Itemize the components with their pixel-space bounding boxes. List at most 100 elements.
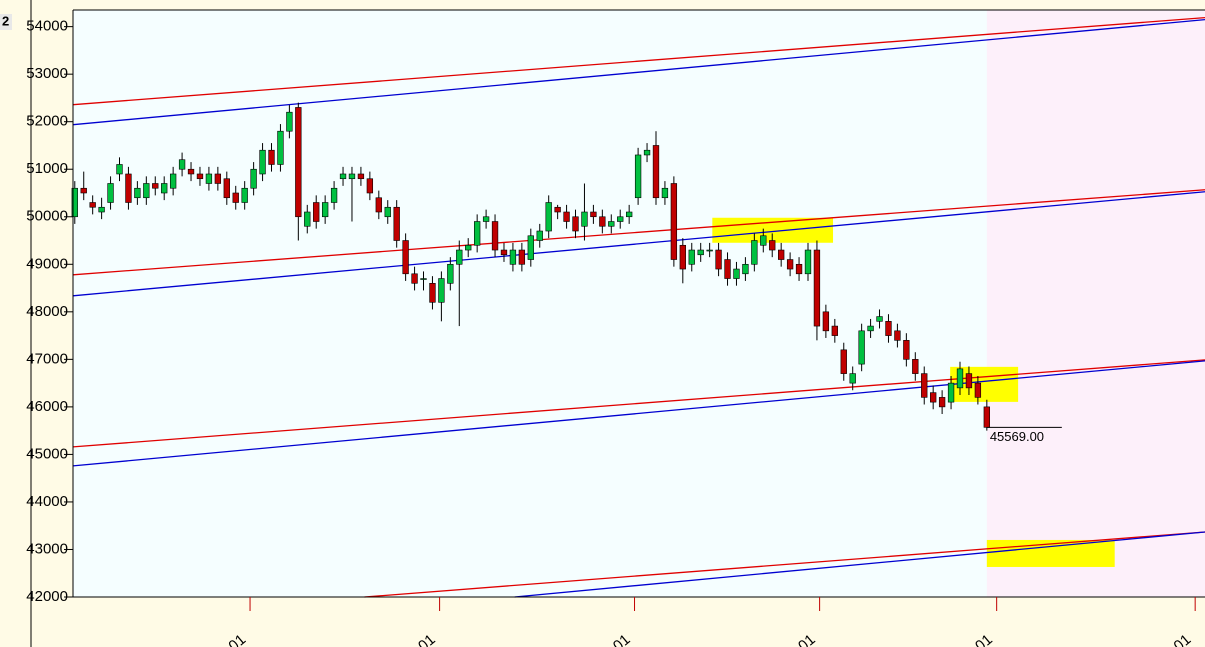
candle-body xyxy=(456,249,463,265)
candle-body xyxy=(393,206,400,241)
channel-line xyxy=(72,189,1205,276)
candle-body xyxy=(187,168,195,175)
candle-body xyxy=(608,221,615,227)
y-tick-label: 54000 xyxy=(26,18,68,35)
candle-body xyxy=(71,187,78,218)
channel-line xyxy=(72,360,1205,467)
y-tick-label: 48000 xyxy=(26,303,68,320)
channel-line xyxy=(364,531,1205,598)
x-tick-label: 01 xyxy=(972,631,996,647)
corner-label: 2 xyxy=(2,13,9,28)
candle-body xyxy=(402,240,409,275)
candle-body xyxy=(143,183,150,199)
candle-body xyxy=(840,349,847,374)
candle-body xyxy=(545,202,552,232)
candle-body xyxy=(912,359,919,374)
x-tick-label: 01 xyxy=(610,631,634,647)
candle-body xyxy=(357,173,365,180)
candle-body xyxy=(348,173,356,180)
candle-body xyxy=(268,149,275,165)
candle-body xyxy=(250,168,257,189)
candle-body xyxy=(786,259,794,270)
channel-line xyxy=(514,531,1205,598)
candle-body xyxy=(652,145,660,199)
candle-body xyxy=(89,202,96,208)
candle-body xyxy=(706,249,713,252)
y-tick-label: 44000 xyxy=(26,493,68,510)
candle-body xyxy=(116,164,123,175)
candle-body xyxy=(536,230,543,241)
candle-body xyxy=(849,373,856,384)
candle-body xyxy=(563,211,570,222)
future-zone xyxy=(986,10,1205,597)
candle-body xyxy=(125,173,132,203)
candle-body xyxy=(590,211,597,218)
y-tick-label: 53000 xyxy=(26,65,68,82)
candle-body xyxy=(733,268,740,279)
candle-body xyxy=(554,206,561,213)
candle-body xyxy=(169,173,177,189)
candle-body xyxy=(384,206,391,218)
candle-body xyxy=(965,373,973,389)
corner-box xyxy=(0,14,12,30)
y-tick-label: 45000 xyxy=(26,445,68,462)
candle-body xyxy=(822,311,830,332)
candle-body xyxy=(956,368,964,389)
candle-body xyxy=(804,249,812,275)
candle-body xyxy=(420,278,427,280)
candle-body xyxy=(581,211,588,227)
y-tick-label: 50000 xyxy=(26,208,68,225)
candle-body xyxy=(339,173,347,180)
candle-body xyxy=(473,221,481,246)
candle-body xyxy=(107,183,114,203)
candle-body xyxy=(518,249,526,265)
candle-body xyxy=(98,206,105,213)
candle-body xyxy=(617,216,624,222)
candle-body xyxy=(751,240,758,265)
candle-body xyxy=(930,392,937,403)
candle-body xyxy=(295,107,302,218)
candle-body xyxy=(465,244,472,251)
candle-body xyxy=(626,211,633,218)
channel-line xyxy=(72,359,1205,448)
candle-body xyxy=(661,187,669,199)
candle-body xyxy=(938,397,946,408)
candle-body xyxy=(527,235,534,260)
plot-layer: 45569.00 xyxy=(71,10,1205,598)
candle-body xyxy=(214,173,222,184)
candle-body xyxy=(313,202,320,222)
candle-body xyxy=(634,154,642,199)
y-tick-label: 46000 xyxy=(26,398,68,415)
candle-body xyxy=(858,330,865,365)
candle-body xyxy=(205,173,213,184)
candle-body xyxy=(80,187,87,194)
candle-body xyxy=(688,249,695,265)
candle-body xyxy=(447,263,454,284)
candle-body xyxy=(778,249,785,260)
channel-line xyxy=(72,191,1205,297)
candle-body xyxy=(947,382,955,403)
candle-body xyxy=(223,178,230,199)
candle-body xyxy=(259,149,266,175)
candle-body xyxy=(760,235,767,246)
candle-body xyxy=(232,192,239,203)
candle-body xyxy=(482,216,490,222)
candle-body xyxy=(286,111,293,132)
candle-body xyxy=(795,263,803,275)
candle-body xyxy=(697,249,704,256)
candle-body xyxy=(152,183,159,189)
last-price-label: 45569.00 xyxy=(990,429,1044,444)
candle-body xyxy=(330,187,338,203)
x-tick-label: 01 xyxy=(415,631,439,647)
y-tick-label: 47000 xyxy=(26,350,68,367)
candle-body xyxy=(241,187,248,203)
candle-body xyxy=(921,373,928,398)
candle-body xyxy=(715,249,722,270)
candle-body xyxy=(599,216,606,227)
channel-line xyxy=(72,16,1205,106)
y-tick-label: 42000 xyxy=(26,588,68,605)
candle-body xyxy=(885,321,892,336)
candle-body xyxy=(670,183,678,260)
x-tick-label: 01 xyxy=(795,631,819,647)
